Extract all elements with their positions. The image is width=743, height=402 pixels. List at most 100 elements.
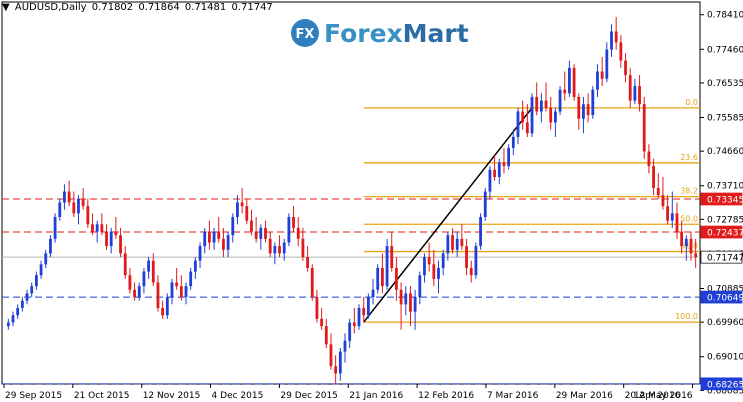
candle-body — [123, 253, 127, 276]
candle-body — [91, 224, 94, 232]
trend-line — [363, 107, 533, 323]
fx-logo-icon: FX — [291, 19, 319, 47]
candle-body — [264, 227, 267, 239]
candle-body — [306, 257, 309, 268]
low-value: 0.71481 — [184, 2, 227, 13]
candle-body — [324, 326, 328, 345]
open-value: 0.71802 — [91, 2, 134, 13]
candle-body — [245, 206, 249, 221]
candle-body — [488, 169, 492, 192]
candle-body — [151, 260, 155, 283]
price-tick-label: 0.77460 — [707, 45, 743, 55]
plot-frame — [1, 1, 701, 385]
candle-body — [142, 271, 146, 287]
candle-body — [334, 366, 338, 374]
forexmart-logo: FX ForexMart — [290, 18, 469, 48]
candle-body — [49, 238, 52, 254]
candle-body — [586, 104, 590, 116]
candle-body — [282, 242, 286, 254]
candle-body — [198, 246, 202, 261]
candle-body — [371, 289, 375, 298]
close-value: 0.71747 — [231, 2, 273, 13]
candle-body — [30, 286, 34, 294]
candle-body — [469, 267, 473, 276]
candle-body — [642, 104, 646, 152]
candle-body — [212, 231, 216, 243]
price-tick-label: 0.78410 — [707, 11, 743, 21]
candle-body — [357, 307, 361, 327]
candle-body — [684, 238, 688, 247]
candle-body — [675, 213, 679, 232]
candle-body — [455, 238, 459, 250]
date-label: 12 Feb 2016 — [418, 391, 474, 401]
candle-body — [6, 322, 10, 327]
candle-body — [137, 286, 141, 298]
candle-body — [530, 96, 534, 134]
price-tick-label: 0.74660 — [707, 147, 743, 157]
date-label: 7 Mar 2016 — [487, 391, 539, 401]
candle-body — [568, 67, 571, 94]
candle-body — [161, 307, 165, 316]
price-tag-current — [700, 250, 743, 264]
candle-body — [694, 253, 698, 258]
fib-level-label: 100.0 — [675, 312, 698, 321]
candle-body — [25, 293, 29, 301]
candle-body — [661, 195, 665, 207]
candle-body — [413, 297, 417, 312]
candle-body — [352, 322, 356, 327]
candle-body — [577, 96, 581, 119]
candle-body — [156, 282, 160, 308]
date-label: 4 Dec 2015 — [212, 391, 264, 401]
fib-level-label: 23.6 — [680, 153, 698, 162]
candle-body — [380, 267, 384, 287]
candle-body — [638, 86, 641, 105]
candle-body — [39, 264, 43, 276]
candle-body — [236, 202, 239, 218]
candle-body — [105, 231, 108, 247]
candle-body — [292, 217, 295, 228]
collapse-triangle-icon[interactable]: ▼ — [2, 2, 10, 13]
price-tick-label: 0.73710 — [707, 182, 743, 192]
candle-body — [390, 246, 394, 268]
fib-level-label: 38.2 — [680, 187, 698, 196]
candle-body — [591, 89, 595, 116]
candle-body — [610, 31, 613, 50]
candle-body — [231, 217, 235, 236]
candle-body — [572, 67, 576, 97]
candle-body — [329, 344, 333, 367]
candle-body — [558, 89, 562, 112]
candle-body — [404, 293, 408, 305]
candle-body — [287, 217, 291, 243]
candle-body — [409, 293, 412, 312]
candle-body — [259, 227, 263, 239]
candle-body — [222, 238, 225, 250]
candle-body — [95, 224, 99, 232]
candle-body — [362, 307, 366, 316]
candle-body — [432, 264, 436, 279]
date-label: 29 Dec 2015 — [280, 391, 338, 401]
candle-body — [502, 162, 506, 167]
svg-text:FX: FX — [296, 27, 315, 42]
symbol-label: AUDUSD,Daily — [14, 2, 87, 13]
candle-body — [563, 89, 567, 94]
candle-body — [493, 169, 497, 177]
candle-body — [507, 147, 511, 167]
candle-body — [310, 267, 314, 298]
candle-body — [296, 227, 300, 239]
candle-body — [58, 202, 62, 218]
candle-body — [268, 238, 272, 254]
candle-body — [250, 220, 253, 232]
candle-body — [189, 271, 193, 287]
fib-level-label: 0.0 — [685, 98, 698, 107]
candle-body — [624, 60, 627, 76]
price-tag-resistance — [700, 192, 743, 206]
candle-body — [179, 286, 183, 298]
candle-body — [680, 231, 684, 247]
candle-body — [441, 253, 445, 268]
price-tick-label: 0.68085 — [707, 386, 743, 396]
candle-body — [226, 235, 230, 250]
fib-level-label: 50.0 — [680, 214, 698, 223]
candle-body — [63, 191, 66, 203]
